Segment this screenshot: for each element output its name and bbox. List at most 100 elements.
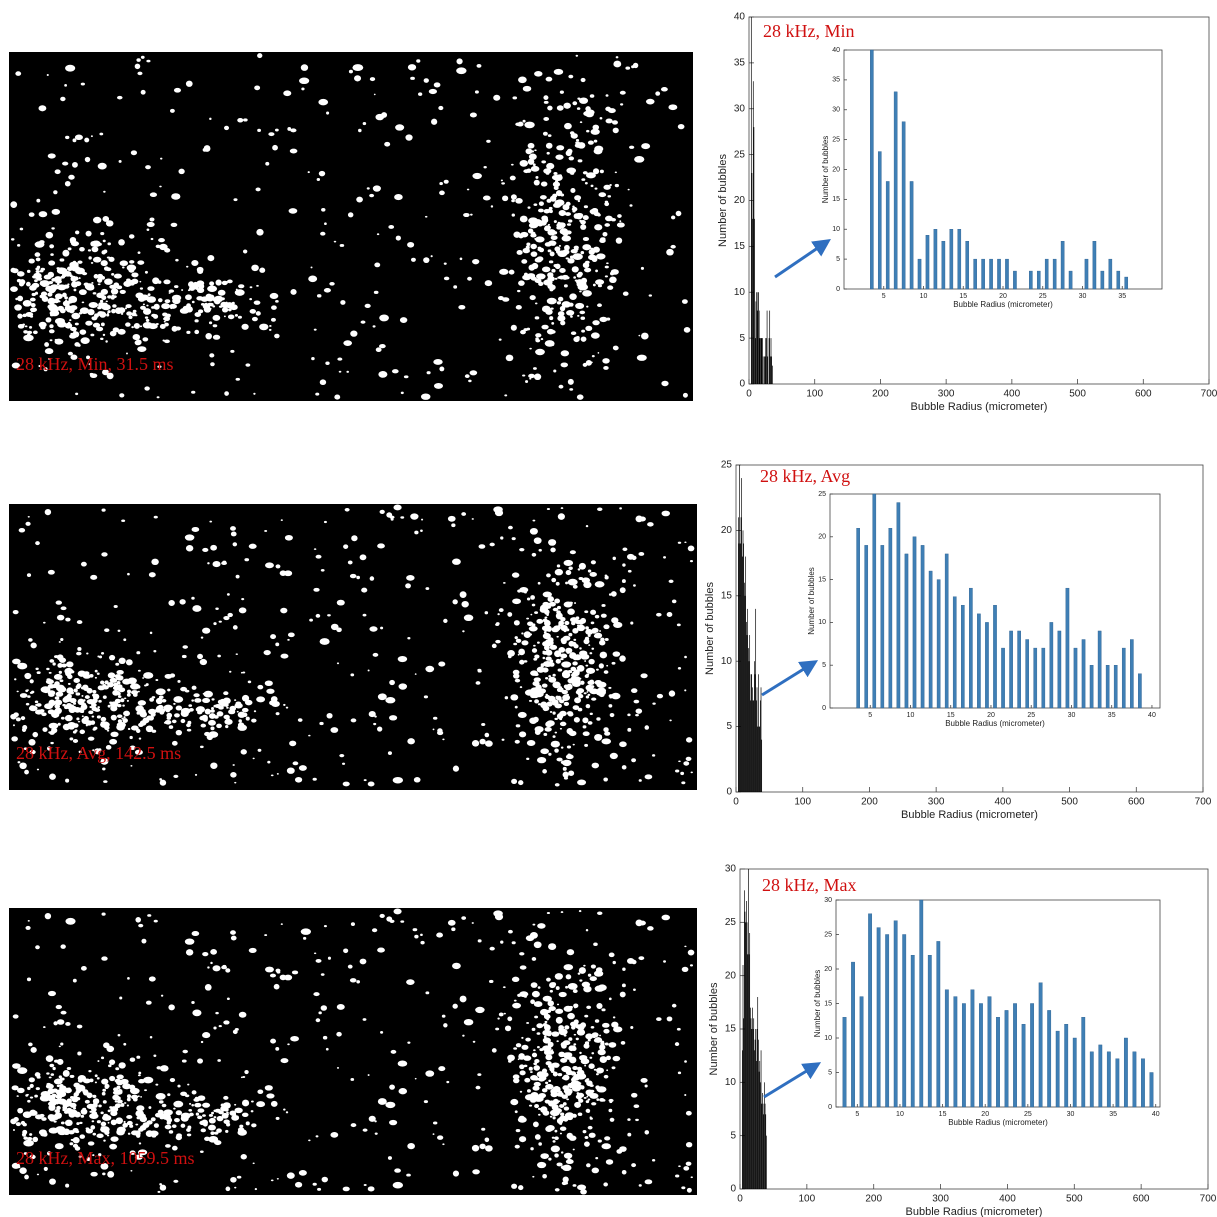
bubble bbox=[210, 1131, 214, 1135]
bubble bbox=[518, 1053, 525, 1060]
bubble bbox=[118, 687, 125, 692]
bubble bbox=[95, 1074, 98, 1077]
bubble bbox=[172, 295, 181, 301]
bubble bbox=[548, 539, 556, 546]
bubble bbox=[77, 260, 82, 263]
x-tick-label: 20 bbox=[987, 712, 995, 719]
bubble bbox=[379, 344, 386, 348]
bubble bbox=[90, 334, 94, 337]
bubble bbox=[12, 659, 21, 665]
bar bbox=[757, 687, 758, 792]
bubble bbox=[26, 703, 30, 706]
bubble bbox=[237, 711, 239, 713]
bubble bbox=[21, 1121, 25, 1125]
bubble bbox=[456, 67, 466, 74]
bubble bbox=[45, 913, 51, 919]
bar bbox=[757, 997, 758, 1189]
bubble bbox=[48, 281, 53, 284]
bubble bbox=[26, 282, 31, 287]
bubble bbox=[584, 660, 586, 662]
bubble bbox=[215, 1012, 218, 1014]
bubble bbox=[92, 693, 97, 697]
bubble bbox=[106, 301, 108, 303]
bubble bbox=[39, 105, 47, 111]
bubble bbox=[552, 674, 555, 677]
bubble bbox=[138, 670, 141, 672]
bubble bbox=[631, 1093, 637, 1098]
bubble bbox=[169, 289, 174, 292]
bubble bbox=[98, 700, 102, 703]
bubble bbox=[535, 1134, 541, 1140]
bubble bbox=[576, 55, 579, 57]
bubble bbox=[573, 639, 576, 641]
bubble bbox=[553, 196, 555, 198]
bubble bbox=[34, 1095, 38, 1098]
bubble bbox=[116, 681, 120, 685]
bubble bbox=[287, 639, 289, 641]
inset-bar bbox=[1005, 259, 1008, 289]
bubble bbox=[124, 697, 126, 699]
bar bbox=[755, 674, 756, 792]
bubble bbox=[556, 986, 560, 990]
bubble bbox=[400, 516, 404, 518]
bubble bbox=[590, 1084, 594, 1087]
bubble bbox=[514, 1000, 517, 1002]
bar bbox=[756, 292, 757, 384]
bubble bbox=[81, 695, 83, 697]
bubble bbox=[535, 316, 540, 319]
bubble bbox=[533, 1122, 539, 1128]
bubble bbox=[560, 658, 563, 660]
bubble bbox=[225, 725, 228, 728]
bubble bbox=[48, 1114, 55, 1119]
bubble bbox=[97, 1120, 101, 1123]
bubble bbox=[407, 637, 410, 639]
y-axis-label: Number of bubbles bbox=[708, 982, 720, 1075]
bubble bbox=[222, 281, 228, 285]
bubble bbox=[154, 516, 158, 519]
bar bbox=[761, 338, 762, 384]
x-tick-label: 30 bbox=[1068, 712, 1076, 719]
bubble bbox=[298, 718, 303, 722]
bubble bbox=[559, 268, 566, 273]
bubble bbox=[102, 1089, 106, 1092]
bubble bbox=[603, 727, 608, 732]
bubble bbox=[17, 1108, 23, 1114]
inset-bar bbox=[985, 622, 988, 708]
y-tick-label: 10 bbox=[725, 1077, 737, 1088]
bubble bbox=[145, 316, 148, 318]
bubble bbox=[396, 236, 401, 241]
bubble bbox=[593, 942, 598, 946]
bubble bbox=[316, 1135, 319, 1137]
bubble bbox=[64, 84, 67, 87]
bubble bbox=[52, 702, 56, 705]
bubble bbox=[197, 1058, 203, 1063]
bubble bbox=[384, 142, 390, 147]
bubble bbox=[545, 677, 548, 680]
bubble bbox=[100, 338, 103, 340]
bubble bbox=[238, 719, 241, 722]
bubble bbox=[266, 689, 274, 694]
bubble bbox=[59, 671, 62, 674]
bubble bbox=[645, 1084, 648, 1087]
bubble bbox=[290, 289, 296, 295]
bubble bbox=[543, 117, 549, 121]
bubble bbox=[629, 146, 634, 149]
bar bbox=[761, 1050, 762, 1189]
bubble bbox=[13, 1014, 19, 1018]
bubble bbox=[533, 367, 537, 370]
bubble bbox=[630, 622, 633, 625]
bubble bbox=[241, 598, 244, 600]
x-tick-label: 35 bbox=[1109, 1111, 1117, 1118]
bubble bbox=[468, 380, 472, 383]
bubble bbox=[283, 90, 291, 96]
bubble bbox=[209, 321, 212, 324]
bubble bbox=[523, 120, 526, 123]
bubble bbox=[533, 1049, 536, 1051]
bubble bbox=[208, 720, 216, 726]
bubble bbox=[405, 583, 411, 588]
bubble bbox=[67, 674, 72, 679]
bubble bbox=[324, 925, 327, 927]
bubble bbox=[479, 739, 485, 745]
bubble bbox=[551, 1031, 559, 1036]
bubble bbox=[137, 685, 141, 688]
